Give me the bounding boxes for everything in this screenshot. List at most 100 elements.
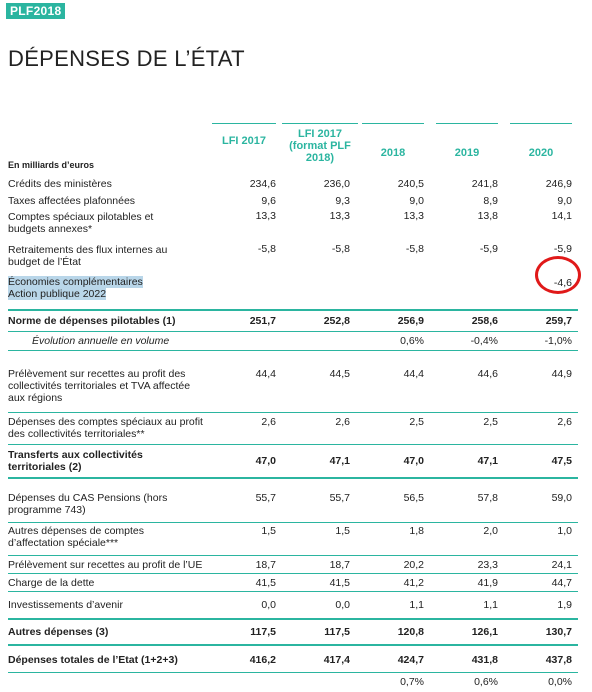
cell: -0,4%	[470, 334, 498, 347]
divider	[8, 672, 578, 673]
table-row: 0,7% 0,6% 0,0%	[8, 675, 586, 689]
cell: 0,7%	[400, 676, 424, 688]
row-label: Comptes spéciaux pilotables et budgets a…	[8, 211, 154, 235]
divider	[8, 522, 578, 523]
table-row: Norme de dépenses pilotables (1) 251,7 2…	[8, 313, 586, 329]
row-label: Dépenses du CAS Pensions (hors programme…	[8, 492, 168, 516]
cell: 47,5	[551, 455, 572, 467]
row-label: Autres dépenses (3)	[8, 626, 109, 638]
cell: 47,1	[329, 455, 350, 467]
unit-label: En milliards d’euros	[8, 160, 95, 170]
cell: 44,4	[255, 368, 276, 380]
cell: 417,4	[323, 654, 350, 666]
cell: 9,3	[335, 195, 350, 207]
cell: 251,7	[249, 315, 276, 327]
cell: 1,1	[409, 598, 424, 611]
cell: 9,0	[409, 195, 424, 207]
cell: 424,7	[397, 654, 424, 666]
cell: 1,5	[261, 525, 276, 537]
cell: 2,6	[261, 416, 276, 428]
row-label: Économies complémentaires Action publiqu…	[8, 274, 153, 306]
cell: 130,7	[545, 626, 572, 638]
cell: 44,6	[477, 368, 498, 380]
cell: 41,2	[403, 576, 424, 589]
cell: -5,8	[405, 243, 424, 255]
cell: 252,8	[323, 315, 350, 327]
divider	[8, 444, 578, 445]
row-label: Retraitements des flux internes au budge…	[8, 244, 168, 268]
table-row: Comptes spéciaux pilotables et budgets a…	[8, 208, 586, 238]
cell: 57,8	[477, 492, 498, 504]
cell: 0,6%	[474, 676, 498, 688]
cell: 126,1	[471, 626, 498, 638]
row-label: Prélèvement sur recettes au profit des c…	[8, 368, 191, 404]
cell: 13,3	[329, 210, 350, 222]
cell: 246,9	[545, 178, 572, 190]
table-row: Autres dépenses de comptes d’affectation…	[8, 525, 586, 553]
divider	[436, 123, 498, 124]
table-row: Autres dépenses (3) 117,5 117,5 120,8 12…	[8, 624, 586, 640]
divider	[8, 412, 578, 413]
red-circle-annotation	[535, 256, 581, 294]
cell: 0,6%	[400, 334, 424, 347]
column-header: LFI 2017 (format PLF 2018)	[289, 128, 351, 164]
cell: 9,0	[557, 195, 572, 207]
cell: 24,1	[551, 558, 572, 571]
row-label: Autres dépenses de comptes d’affectation…	[8, 525, 144, 549]
cell: 2,5	[409, 416, 424, 428]
table-row: Prélèvement sur recettes au profit des c…	[8, 368, 586, 412]
divider	[8, 573, 578, 574]
cell: 431,8	[471, 654, 498, 666]
document-tag: PLF2018	[6, 3, 66, 19]
cell: 2,6	[335, 416, 350, 428]
cell: 56,5	[403, 492, 424, 504]
divider	[362, 123, 424, 124]
cell: 55,7	[329, 492, 350, 504]
cell: 437,8	[545, 654, 572, 666]
table-row: Retraitements des flux internes au budge…	[8, 241, 586, 271]
table-row: Dépenses totales de l’Etat (1+2+3) 416,2…	[8, 652, 586, 668]
cell: 1,9	[557, 598, 572, 611]
cell: 18,7	[329, 558, 350, 571]
cell: 416,2	[249, 654, 276, 666]
cell: 14,1	[551, 210, 572, 222]
cell: 240,5	[397, 178, 424, 190]
table-row: Taxes affectées plafonnées 9,6 9,3 9,0 8…	[8, 193, 586, 209]
divider	[8, 618, 578, 620]
cell: 23,3	[477, 558, 498, 571]
table-row: Prélèvement sur recettes au profit de l’…	[8, 557, 586, 572]
divider	[8, 644, 578, 646]
cell: 120,8	[397, 626, 424, 638]
divider	[510, 123, 572, 124]
cell: 1,1	[483, 598, 498, 611]
table-row: Dépenses des comptes spéciaux au profit …	[8, 416, 586, 444]
table-row: Économies complémentaires Action publiqu…	[8, 274, 586, 304]
column-header: LFI 2017	[221, 135, 267, 147]
cell: 0,0%	[548, 676, 572, 688]
row-label: Transferts aux collectivités territorial…	[8, 449, 143, 473]
cell: 59,0	[551, 492, 572, 504]
divider	[8, 331, 578, 332]
cell: 117,5	[324, 626, 350, 638]
divider	[212, 123, 276, 124]
column-header: 2018	[380, 147, 406, 159]
cell: 20,2	[403, 558, 424, 571]
cell: 236,0	[323, 178, 350, 190]
table-row: Dépenses du CAS Pensions (hors programme…	[8, 492, 586, 520]
cell: 259,7	[545, 315, 572, 327]
cell: 13,3	[403, 210, 424, 222]
row-label: Crédits des ministères	[8, 178, 112, 190]
divider	[8, 477, 578, 479]
cell: 0,0	[335, 598, 350, 611]
cell: 9,6	[261, 195, 276, 207]
table-row: Évolution annuelle en volume 0,6% -0,4% …	[8, 333, 586, 348]
table-row: Investissements d’avenir 0,0 0,0 1,1 1,1…	[8, 597, 586, 612]
row-label: Dépenses totales de l’Etat (1+2+3)	[8, 654, 178, 666]
cell: 47,0	[255, 455, 276, 467]
row-label: Investissements d’avenir	[8, 598, 123, 611]
row-label: Prélèvement sur recettes au profit de l’…	[8, 558, 203, 571]
table-row: Transferts aux collectivités territorial…	[8, 447, 586, 475]
cell: 47,0	[403, 455, 424, 467]
cell: 41,5	[329, 576, 350, 589]
cell: 241,8	[471, 178, 498, 190]
